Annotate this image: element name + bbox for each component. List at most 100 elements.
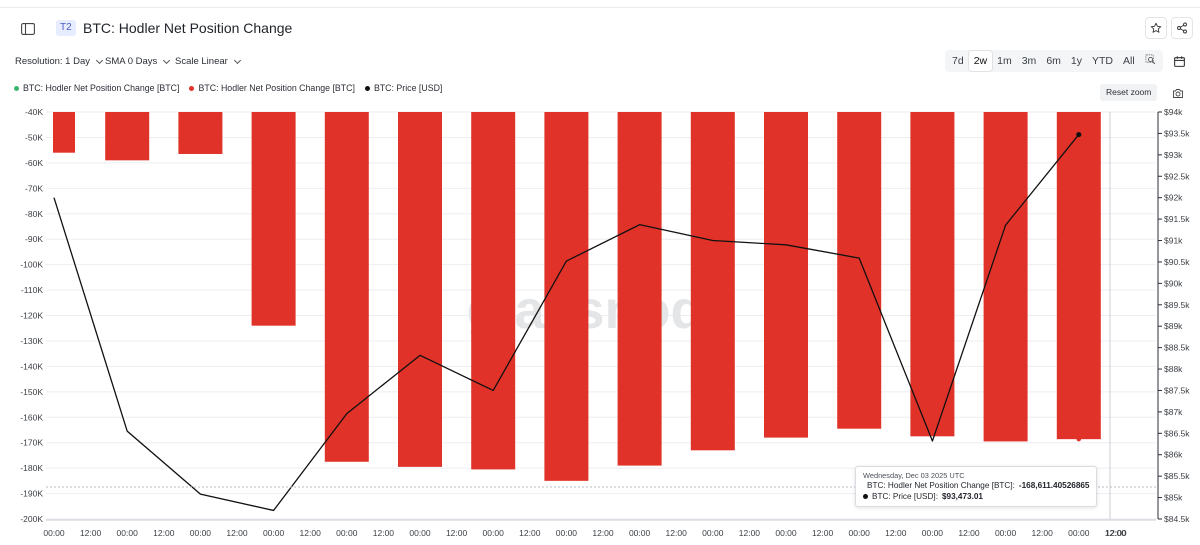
zoom-icon[interactable] — [1140, 51, 1161, 72]
legend-label: BTC: Hodler Net Position Change [BTC] — [198, 83, 355, 93]
x-tick-label: 00:00 — [190, 528, 212, 538]
sidebar-panel-icon[interactable] — [18, 19, 38, 39]
sma-dropdown[interactable]: SMA 0 Days — [105, 56, 171, 67]
right-tick-label: $92k — [1164, 193, 1183, 203]
right-tick-label: $89.5k — [1164, 300, 1190, 310]
tooltip-dot — [863, 494, 868, 500]
x-tick-label: 00:00 — [483, 528, 505, 538]
x-tick-label: 00:00 — [263, 528, 285, 538]
bar[interactable] — [105, 112, 150, 161]
range-2w[interactable]: 2w — [968, 51, 993, 71]
y-tick-label: -160K — [20, 412, 43, 422]
x-tick-label: 12:00 — [592, 528, 614, 538]
x-tick-label: 00:00 — [336, 528, 358, 538]
bar[interactable] — [1056, 112, 1101, 440]
legend-item-price[interactable]: BTC: Price [USD] — [364, 83, 442, 93]
x-tick-label: 12:00 — [885, 528, 907, 538]
page-title: BTC: Hodler Net Position Change — [83, 20, 293, 36]
star-icon[interactable] — [1145, 17, 1167, 39]
y-tick-label: -200K — [20, 514, 43, 524]
y-tick-label: -70K — [25, 183, 43, 193]
bar[interactable] — [398, 112, 442, 467]
bar[interactable] — [617, 112, 662, 466]
range-1y[interactable]: 1y — [1070, 55, 1082, 67]
bar[interactable] — [53, 112, 75, 153]
bar[interactable] — [690, 112, 735, 451]
bar-series — [53, 112, 1101, 481]
right-tick-label: $85.5k — [1164, 471, 1190, 481]
right-tick-label: $86k — [1164, 450, 1183, 460]
price-line[interactable] — [53, 134, 1080, 512]
bar[interactable] — [324, 112, 369, 462]
y-tick-label: -120K — [20, 311, 43, 321]
y-tick-label: -190K — [20, 489, 43, 499]
y-tick-label: -130K — [20, 336, 43, 346]
bar[interactable] — [251, 112, 296, 326]
bar[interactable] — [471, 112, 516, 470]
scale-dropdown[interactable]: Scale Linear — [175, 56, 241, 67]
sma-label: SMA 0 Days — [105, 56, 158, 67]
x-tick-label: 12:00 — [1105, 528, 1127, 538]
share-icon[interactable] — [1171, 17, 1193, 39]
tooltip-value: -168,611.40526865 — [1018, 481, 1090, 490]
resolution-label: Resolution: 1 Day — [15, 56, 90, 67]
x-tick-label: 12:00 — [446, 528, 468, 538]
bar[interactable] — [764, 112, 808, 438]
x-tick-label: 12:00 — [1105, 528, 1127, 538]
right-tick-label: $91k — [1164, 236, 1183, 246]
right-tick-label: $88k — [1164, 364, 1183, 374]
x-tick-label: 00:00 — [1068, 528, 1090, 538]
legend-item-net-position-red[interactable]: BTC: Hodler Net Position Change [BTC] — [189, 83, 355, 93]
x-tick-label: 00:00 — [702, 528, 724, 538]
reset-zoom-button[interactable]: Reset zoom — [1100, 84, 1158, 101]
right-tick-label: $93k — [1164, 150, 1183, 160]
legend-item-net-position-green[interactable]: BTC: Hodler Net Position Change [BTC] — [14, 83, 179, 93]
top-border — [0, 0, 1200, 8]
x-tick-label: 12:00 — [519, 528, 541, 538]
bar[interactable] — [544, 112, 589, 481]
x-tick-label: 12:00 — [300, 528, 322, 538]
chart-header: T2 BTC: Hodler Net Position Change — [0, 8, 1200, 48]
grid-lines — [46, 111, 1156, 520]
resolution-dropdown[interactable]: Resolution: 1 Day — [15, 56, 104, 67]
camera-icon[interactable] — [1170, 85, 1186, 101]
bar[interactable] — [178, 112, 223, 154]
range-all[interactable]: All — [1123, 55, 1135, 67]
bar[interactable] — [910, 112, 955, 437]
y-tick-label: -90K — [25, 234, 43, 244]
x-tick-label: 00:00 — [556, 528, 578, 538]
right-tick-label: $90.5k — [1164, 257, 1190, 267]
x-tick-label: 00:00 — [409, 528, 431, 538]
y-tick-label: -180K — [20, 463, 43, 473]
y-tick-label: -140K — [20, 361, 43, 371]
x-tick-label: 00:00 — [629, 528, 651, 538]
legend-dot — [364, 85, 370, 91]
x-tick-label: 00:00 — [849, 528, 871, 538]
y-tick-label: -40K — [25, 107, 43, 117]
range-3m[interactable]: 3m — [1021, 55, 1037, 67]
tooltip-value: $93,473.01 — [941, 491, 983, 501]
x-axis: 00:00 12:00 00:00 12:00 00:00 12:00 00:00 12:00… — [43, 112, 1156, 538]
range-1m[interactable]: 1m — [997, 55, 1012, 67]
bar[interactable] — [983, 112, 1028, 442]
y-tick-label: -100K — [20, 260, 43, 270]
right-tick-label: $90k — [1164, 278, 1183, 288]
tooltip-label: BTC: Hodler Net Position Change [BTC]: — [867, 481, 1015, 490]
calendar-icon[interactable] — [1169, 51, 1189, 71]
range-ytd[interactable]: YTD — [1092, 55, 1113, 67]
x-tick-label: 00:00 — [775, 528, 797, 538]
price-marker — [1076, 131, 1082, 138]
legend-dot — [189, 85, 195, 91]
x-tick-label: 00:00 — [995, 528, 1017, 538]
y-tick-label: -110K — [21, 285, 43, 295]
range-7d[interactable]: 7d — [952, 55, 964, 67]
x-tick-label: 12:00 — [226, 528, 248, 538]
tooltip-row-price: BTC: Price [USD]: $93,473.01 — [863, 492, 1089, 503]
legend-label: BTC: Hodler Net Position Change [BTC] — [23, 83, 180, 93]
right-tick-label: $85k — [1164, 493, 1183, 503]
range-6m[interactable]: 6m — [1046, 55, 1061, 67]
bar-marker — [1076, 436, 1082, 442]
x-tick-label: 12:00 — [373, 528, 395, 538]
bar[interactable] — [837, 112, 882, 429]
